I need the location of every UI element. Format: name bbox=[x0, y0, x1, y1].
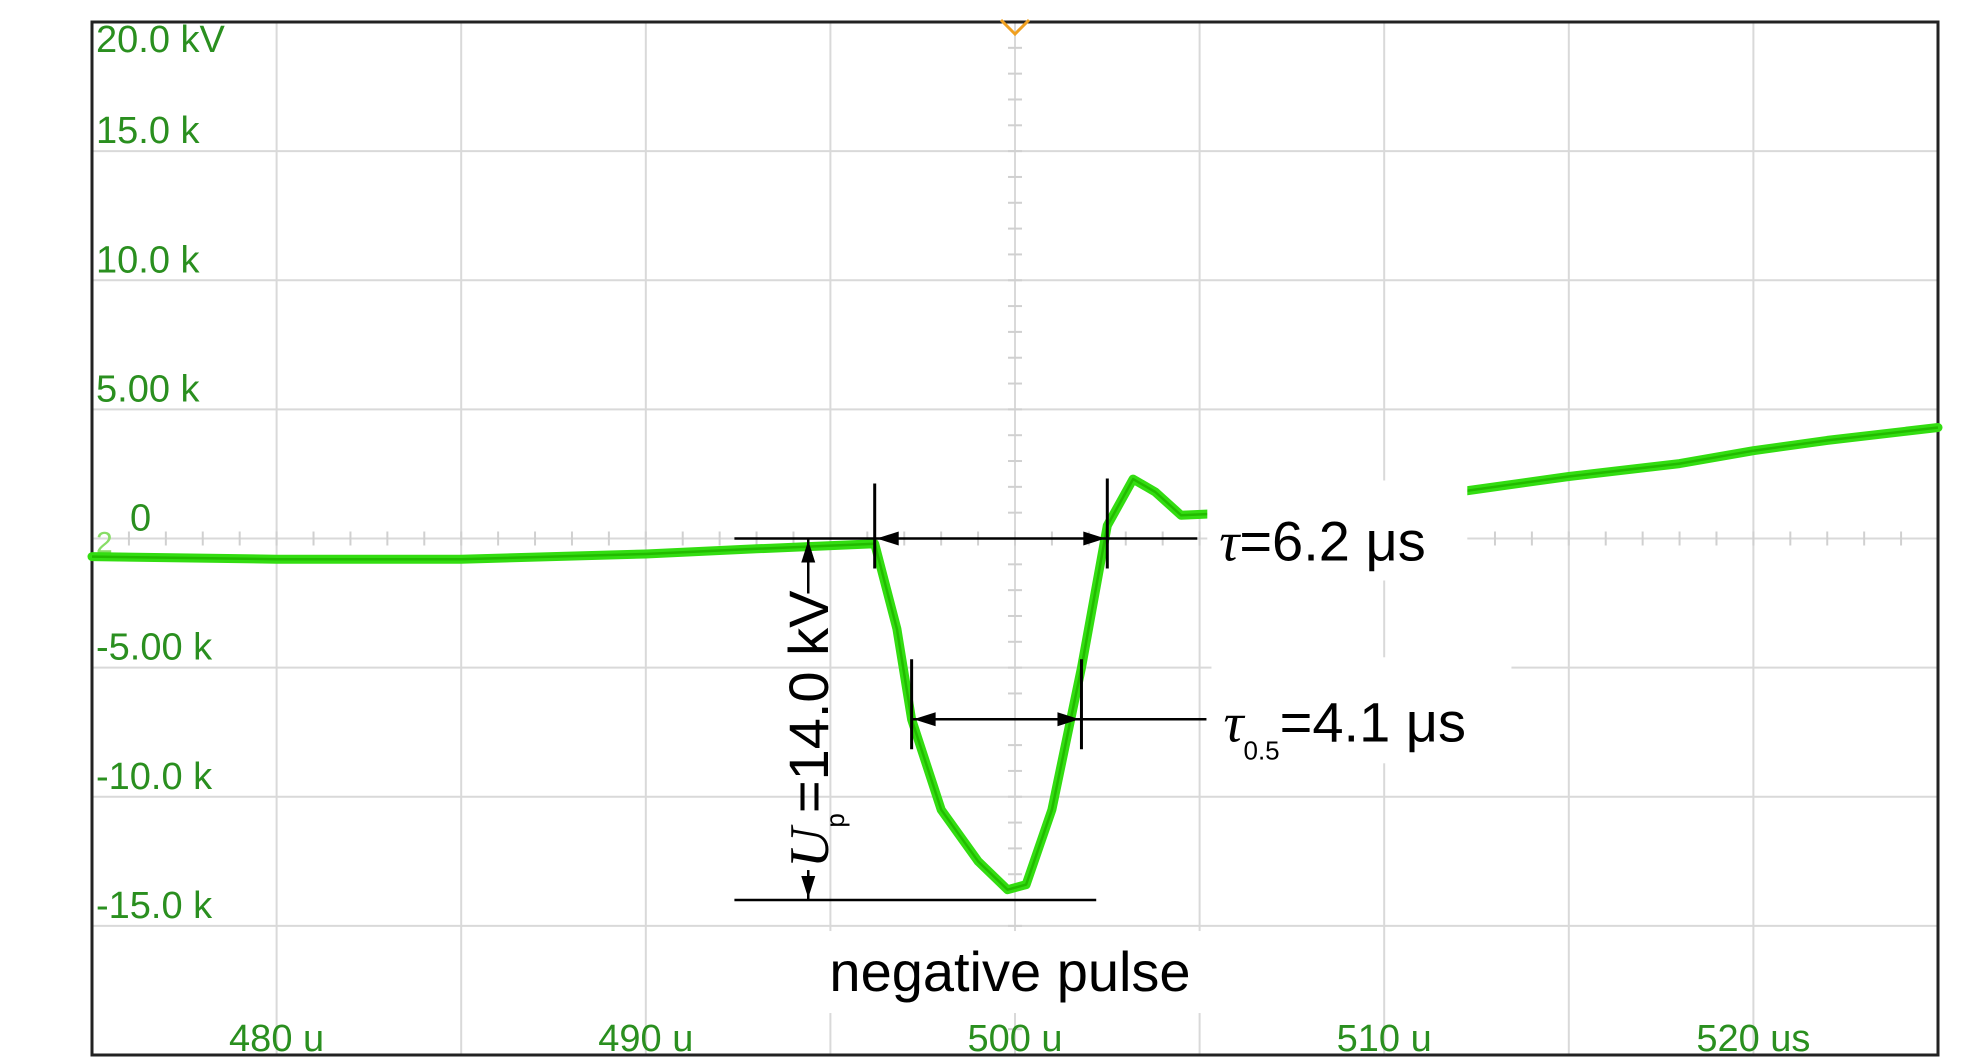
tau-half-label-bg bbox=[1211, 657, 1512, 764]
tau-label-bg bbox=[1207, 480, 1468, 581]
tau-half-label: τ0.5=4.1 μs bbox=[1223, 690, 1466, 765]
y-tick-label: 20.0 kV bbox=[96, 19, 226, 61]
x-tick-label: 520 us bbox=[1696, 1018, 1810, 1060]
tau-half-symbol: τ bbox=[1223, 692, 1245, 754]
tau-value: =6.2 μs bbox=[1239, 510, 1425, 573]
tau-arrow-right-icon bbox=[1083, 531, 1106, 546]
amplitude-label: Up=14.0 kV bbox=[777, 590, 850, 868]
x-tick-label: 480 u bbox=[229, 1018, 324, 1060]
tau-symbol: τ bbox=[1219, 512, 1241, 574]
y-tick-label: 10.0 k bbox=[96, 239, 201, 281]
tau-half-subscript: 0.5 bbox=[1244, 735, 1280, 765]
plot-frame bbox=[90, 20, 1940, 1057]
y-tick-label: -5.00 k bbox=[96, 627, 213, 669]
y-tick-label: 15.0 k bbox=[96, 110, 201, 152]
x-tick-labels: 480 u 490 u 500 u 510 u 520 us bbox=[229, 1018, 1810, 1060]
tau-arrow-left-icon bbox=[876, 531, 899, 546]
amplitude-subscript: p bbox=[820, 813, 850, 827]
x-tick-label: 490 u bbox=[598, 1018, 693, 1060]
x-tick-label: 510 u bbox=[1337, 1018, 1432, 1060]
y-tick-label: 5.00 k bbox=[96, 368, 201, 410]
y-tick-label: -10.0 k bbox=[96, 756, 213, 798]
channel-marker: 2 bbox=[96, 527, 113, 560]
amplitude-arrow-up-icon bbox=[801, 540, 816, 563]
amplitude-symbol: U bbox=[779, 824, 841, 868]
tau-half-value: =4.1 μs bbox=[1280, 690, 1466, 753]
caption-label: negative pulse bbox=[829, 940, 1190, 1003]
tau-label: τ=6.2 μs bbox=[1219, 510, 1425, 574]
trigger-marker-icon bbox=[999, 18, 1031, 37]
amplitude-value: =14.0 kV bbox=[777, 590, 840, 813]
y-tick-label: -15.0 k bbox=[96, 885, 213, 927]
x-tick-label: 500 u bbox=[967, 1018, 1062, 1060]
tau-half-arrow-right-icon bbox=[1057, 712, 1080, 727]
tau-half-arrow-left-icon bbox=[913, 712, 936, 727]
y-tick-label: 0 bbox=[130, 498, 151, 540]
caption-bg bbox=[785, 931, 1245, 1014]
y-tick-labels: 20.0 kV 15.0 k 10.0 k 5.00 k 0 -5.00 k -10.0 k… bbox=[96, 19, 226, 927]
amplitude-arrow-down-icon bbox=[801, 876, 816, 899]
